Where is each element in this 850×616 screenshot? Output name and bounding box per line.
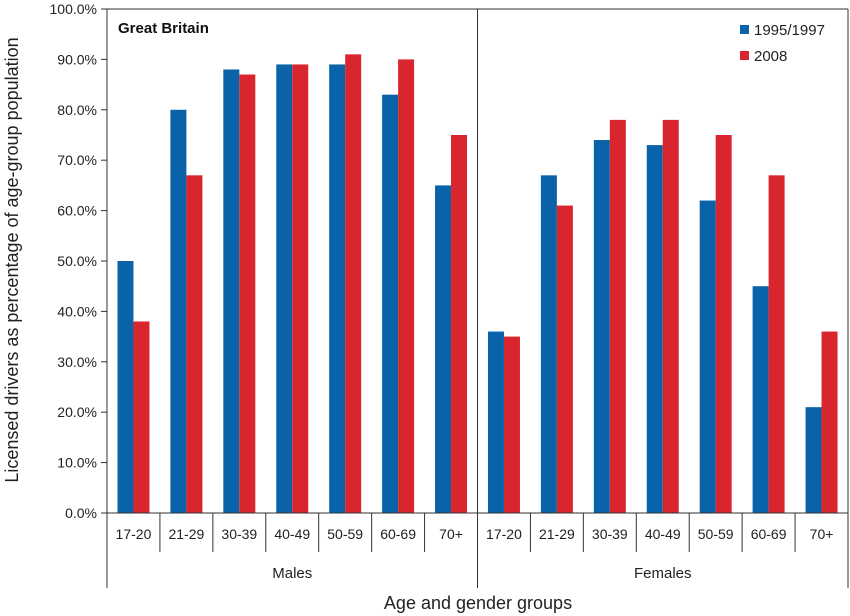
x-tick-label: 17-20 [486, 526, 522, 542]
legend: 1995/1997 2008 [740, 22, 825, 65]
bar-1995-1997-7 [487, 331, 504, 513]
y-tick-label: 80.0% [57, 102, 97, 118]
y-tick-label: 50.0% [57, 253, 97, 269]
y-axis: 0.0% 10.0% 20.0% 30.0% 40.0% 50.0% 60.0% 70.0% 8… [50, 1, 107, 521]
x-tick-label: 50-59 [327, 526, 363, 542]
x-tick-label: 60-69 [751, 526, 787, 542]
bar-1995-1997-10 [646, 145, 663, 513]
y-tick-label: 0.0% [65, 505, 97, 521]
plot-frame [106, 8, 849, 514]
y-tick-label: 10.0% [57, 455, 97, 471]
bar-1995-1997-2 [223, 69, 240, 513]
bar-2008-5 [398, 59, 415, 514]
x-axis: 17-20 21-29 30-39 40-49 50-59 60-69 70+ Males 17… [106, 513, 849, 588]
x-tick-label: 50-59 [698, 526, 734, 542]
bar-2008-3 [292, 64, 309, 513]
x-tick-label: 21-29 [539, 526, 575, 542]
bar-1995-1997-0 [117, 261, 134, 513]
x-tick-label: 21-29 [168, 526, 204, 542]
x-tick-label: 70+ [810, 526, 834, 542]
x-axis-title: Age and gender groups [384, 593, 572, 613]
y-tick-label: 40.0% [57, 303, 97, 319]
y-tick-label: 30.0% [57, 354, 97, 370]
y-tick-label: 100.0% [50, 1, 97, 17]
x-tick-label: 70+ [439, 526, 463, 542]
y-axis-title: Licensed drivers as percentage of age-gr… [2, 37, 22, 482]
bar-2008-13 [821, 331, 838, 513]
y-tick-label: 70.0% [57, 152, 97, 168]
bar-2008-4 [345, 54, 362, 514]
bar-2008-0 [133, 321, 150, 513]
bar-1995-1997-8 [540, 175, 557, 513]
bar-2008-6 [451, 135, 468, 513]
bar-1995-1997-13 [805, 407, 822, 513]
y-tick-label: 20.0% [57, 404, 97, 420]
bar-1995-1997-6 [435, 185, 452, 513]
bar-2008-8 [556, 205, 573, 513]
bar-1995-1997-9 [593, 140, 610, 514]
bar-2008-11 [715, 135, 732, 513]
bar-2008-2 [239, 74, 256, 514]
x-tick-label: 30-39 [592, 526, 628, 542]
y-tick-label: 60.0% [57, 203, 97, 219]
bar-2008-7 [503, 336, 520, 513]
group-label-males: Males [272, 565, 312, 582]
legend-swatch-2008 [740, 51, 749, 60]
bar-2008-12 [768, 175, 785, 513]
legend-label-1995-1997: 1995/1997 [754, 22, 825, 39]
x-tick-label: 40-49 [274, 526, 310, 542]
x-tick-label: 30-39 [221, 526, 257, 542]
x-tick-label: 60-69 [380, 526, 416, 542]
group-label-females: Females [634, 565, 692, 582]
bar-2008-10 [662, 119, 679, 513]
bar-1995-1997-3 [276, 64, 293, 513]
bar-1995-1997-4 [329, 64, 346, 513]
bar-1995-1997-11 [699, 200, 716, 513]
x-tick-label: 17-20 [116, 526, 152, 542]
legend-swatch-1995-1997 [740, 25, 749, 34]
bar-1995-1997-1 [170, 109, 187, 514]
chart-annotation: Great Britain [118, 20, 209, 37]
y-tick-label: 90.0% [57, 51, 97, 67]
bar-2008-1 [186, 175, 203, 513]
bar-1995-1997-5 [382, 94, 399, 514]
bar-2008-9 [609, 119, 626, 513]
x-tick-label: 40-49 [645, 526, 681, 542]
bars [117, 54, 838, 514]
bar-1995-1997-12 [752, 286, 769, 513]
legend-label-2008: 2008 [754, 48, 787, 65]
